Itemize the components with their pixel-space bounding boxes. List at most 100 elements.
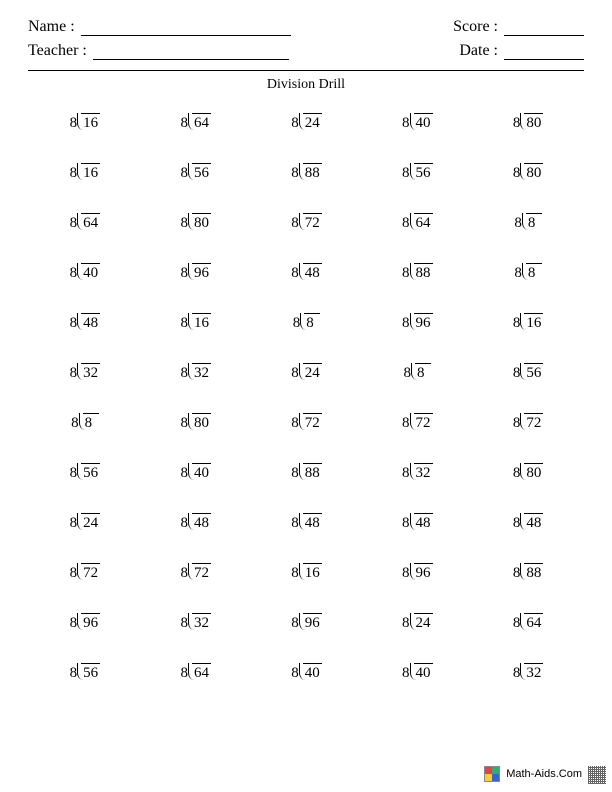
divisor: 8 [70, 563, 78, 581]
division-problem: 848 [477, 513, 578, 531]
divisor: 8 [180, 163, 188, 181]
division-problem: 840 [256, 663, 357, 681]
divisor: 8 [291, 363, 299, 381]
divisor: 8 [180, 663, 188, 681]
division-problem: 896 [34, 613, 135, 631]
dividend: 8 [412, 363, 430, 381]
dividend: 48 [300, 513, 321, 531]
worksheet-page: Name : Score : Teacher : Date : Division… [0, 0, 612, 701]
division-problem: 896 [145, 263, 246, 281]
division-problem: 832 [34, 363, 135, 381]
dividend: 72 [300, 213, 321, 231]
divisor: 8 [291, 263, 299, 281]
dividend: 24 [78, 513, 99, 531]
footer-site: Math-Aids.Com [506, 768, 582, 780]
division-problem: 824 [34, 513, 135, 531]
divisor: 8 [180, 363, 188, 381]
divisor: 8 [513, 613, 521, 631]
dividend: 88 [521, 563, 542, 581]
divisor: 8 [70, 513, 78, 531]
divisor: 8 [404, 363, 412, 381]
division-problem: 888 [256, 163, 357, 181]
divisor: 8 [180, 263, 188, 281]
division-problem: 88 [256, 313, 357, 331]
division-problem: 848 [145, 513, 246, 531]
date-label: Date : [459, 42, 498, 60]
problems-grid: 8168648248408808168568888568808648808728… [28, 107, 584, 681]
dividend: 16 [78, 163, 99, 181]
division-problem: 888 [366, 263, 467, 281]
dividend: 64 [411, 213, 432, 231]
dividend: 48 [189, 513, 210, 531]
dividend: 40 [411, 113, 432, 131]
dividend: 24 [300, 113, 321, 131]
dividend: 40 [411, 663, 432, 681]
division-problem: 832 [145, 363, 246, 381]
teacher-label: Teacher : [28, 42, 87, 60]
division-problem: 864 [366, 213, 467, 231]
division-problem: 88 [34, 413, 135, 431]
divisor: 8 [180, 513, 188, 531]
dividend: 72 [300, 413, 321, 431]
divisor: 8 [180, 613, 188, 631]
dividend: 48 [78, 313, 99, 331]
name-blank[interactable] [81, 18, 291, 36]
divisor: 8 [402, 113, 410, 131]
score-label: Score : [453, 18, 498, 36]
dividend: 72 [411, 413, 432, 431]
dividend: 16 [189, 313, 210, 331]
division-problem: 856 [477, 363, 578, 381]
dividend: 8 [523, 213, 541, 231]
dividend: 80 [189, 413, 210, 431]
dividend: 24 [411, 613, 432, 631]
divisor: 8 [402, 163, 410, 181]
division-problem: 880 [477, 463, 578, 481]
dividend: 88 [300, 463, 321, 481]
division-problem: 864 [477, 613, 578, 631]
division-problem: 832 [477, 663, 578, 681]
division-problem: 832 [366, 463, 467, 481]
divisor: 8 [402, 513, 410, 531]
dividend: 32 [189, 613, 210, 631]
division-problem: 856 [145, 163, 246, 181]
divisor: 8 [180, 313, 188, 331]
division-problem: 888 [477, 563, 578, 581]
teacher-blank[interactable] [93, 42, 289, 60]
divisor: 8 [291, 413, 299, 431]
divisor: 8 [514, 213, 522, 231]
division-problem: 848 [366, 513, 467, 531]
divisor: 8 [513, 513, 521, 531]
divisor: 8 [402, 463, 410, 481]
dividend: 56 [411, 163, 432, 181]
teacher-field: Teacher : [28, 42, 289, 60]
dividend: 40 [189, 463, 210, 481]
division-problem: 872 [256, 213, 357, 231]
dividend: 72 [78, 563, 99, 581]
score-blank[interactable] [504, 18, 584, 36]
division-problem: 856 [366, 163, 467, 181]
dividend: 72 [521, 413, 542, 431]
dividend: 96 [78, 613, 99, 631]
dividend: 40 [78, 263, 99, 281]
dividend: 80 [521, 163, 542, 181]
divisor: 8 [71, 413, 79, 431]
header-row-1: Name : Score : [28, 18, 584, 36]
divisor: 8 [402, 313, 410, 331]
date-blank[interactable] [504, 42, 584, 60]
divisor: 8 [70, 213, 78, 231]
dividend: 56 [78, 663, 99, 681]
divisor: 8 [402, 663, 410, 681]
division-problem: 896 [366, 313, 467, 331]
divisor: 8 [402, 263, 410, 281]
dividend: 96 [189, 263, 210, 281]
divisor: 8 [513, 463, 521, 481]
divisor: 8 [180, 413, 188, 431]
division-problem: 880 [477, 113, 578, 131]
divisor: 8 [291, 213, 299, 231]
divisor: 8 [513, 413, 521, 431]
dividend: 64 [189, 113, 210, 131]
dividend: 80 [189, 213, 210, 231]
divisor: 8 [180, 213, 188, 231]
divisor: 8 [291, 663, 299, 681]
dividend: 96 [411, 563, 432, 581]
